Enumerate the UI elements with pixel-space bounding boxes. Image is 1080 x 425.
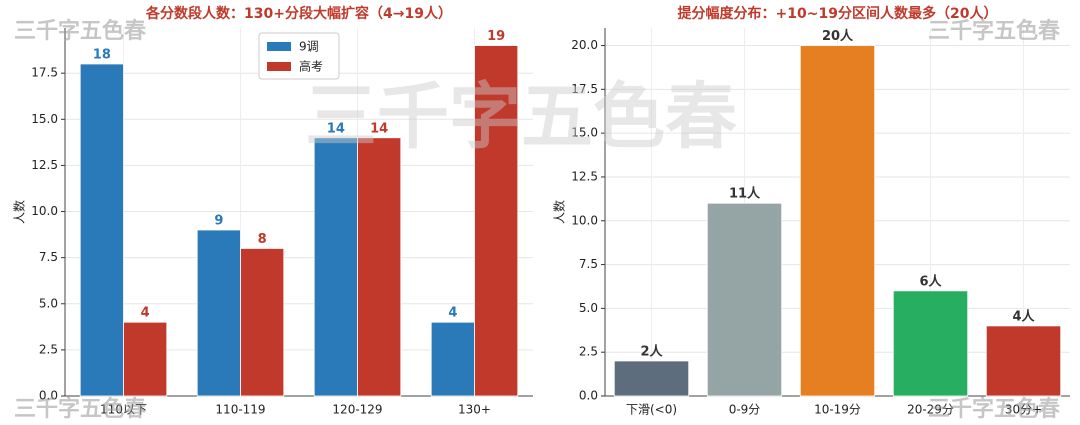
y-tick-label: 7.5 (39, 250, 58, 264)
value-label: 19 (487, 29, 505, 44)
bar (706, 202, 783, 397)
value-label: 14 (327, 121, 345, 136)
x-tick-label: 110以下 (100, 403, 147, 417)
y-tick-label: 5.0 (579, 301, 598, 315)
watermark: 三千字五色春 (305, 75, 737, 159)
bar (799, 45, 876, 397)
bar (474, 45, 519, 397)
y-tick-label: 10.0 (571, 213, 598, 227)
y-axis-label: 人数 (12, 200, 27, 224)
y-axis-label: 人数 (552, 200, 567, 224)
y-tick-label: 17.5 (31, 66, 58, 80)
y-tick-label: 7.5 (579, 257, 598, 271)
x-tick-label: 130+ (458, 403, 491, 417)
y-tick-label: 15.0 (571, 126, 598, 140)
value-label: 2人 (640, 343, 663, 359)
value-label: 4 (141, 306, 150, 321)
y-tick-label: 10.0 (31, 204, 58, 218)
x-tick-label: 0-9分 (729, 403, 761, 417)
bar (613, 360, 690, 397)
chart-title: 提分幅度分布：+10~19分区间人数最多（20人） (678, 5, 998, 22)
x-tick-label: 30分+ (1005, 403, 1042, 417)
bar (123, 321, 168, 397)
legend-swatch (267, 62, 291, 71)
value-label: 8 (258, 232, 267, 247)
x-tick-label: 120-129 (332, 403, 382, 417)
y-tick-label: 20.0 (571, 38, 598, 52)
x-tick-label: 下滑(<0) (626, 403, 677, 417)
y-tick-label: 5.0 (39, 296, 58, 310)
value-label: 20人 (822, 28, 854, 44)
watermark: 三千字五色春 (928, 396, 1060, 422)
bar (357, 137, 402, 397)
bar (196, 229, 241, 397)
bar (313, 137, 358, 397)
legend-label: 9调 (299, 40, 319, 54)
legend-swatch (267, 42, 291, 51)
y-tick-label: 12.5 (31, 158, 58, 172)
x-tick-label: 110-119 (215, 403, 265, 417)
y-tick-label: 2.5 (39, 342, 58, 356)
bar (892, 290, 969, 397)
watermark: 三千字五色春 (14, 18, 146, 44)
legend-label: 高考 (299, 59, 323, 74)
bar (430, 321, 475, 397)
x-tick-label: 10-19分 (814, 403, 861, 417)
bar (985, 325, 1062, 397)
value-label: 4人 (1012, 308, 1035, 324)
y-tick-label: 15.0 (31, 112, 58, 126)
chart-title: 各分数段人数：130+分段大幅扩容（4→19人） (145, 5, 452, 22)
bar (79, 63, 124, 397)
value-label: 18 (93, 47, 111, 62)
y-tick-label: 17.5 (571, 82, 598, 96)
value-label: 14 (370, 121, 388, 136)
y-tick-label: 0.0 (579, 389, 598, 403)
watermark: 三千字五色春 (928, 18, 1060, 44)
value-label: 4 (448, 306, 457, 321)
watermark: 三千字五色春 (14, 396, 146, 422)
y-tick-label: 0.0 (39, 389, 58, 403)
value-label: 11人 (729, 186, 761, 202)
x-tick-label: 20-29分 (907, 403, 954, 417)
y-tick-label: 12.5 (571, 169, 598, 183)
bar (240, 248, 285, 397)
value-label: 9 (214, 213, 223, 228)
value-label: 6人 (919, 273, 942, 289)
y-tick-label: 2.5 (579, 345, 598, 359)
